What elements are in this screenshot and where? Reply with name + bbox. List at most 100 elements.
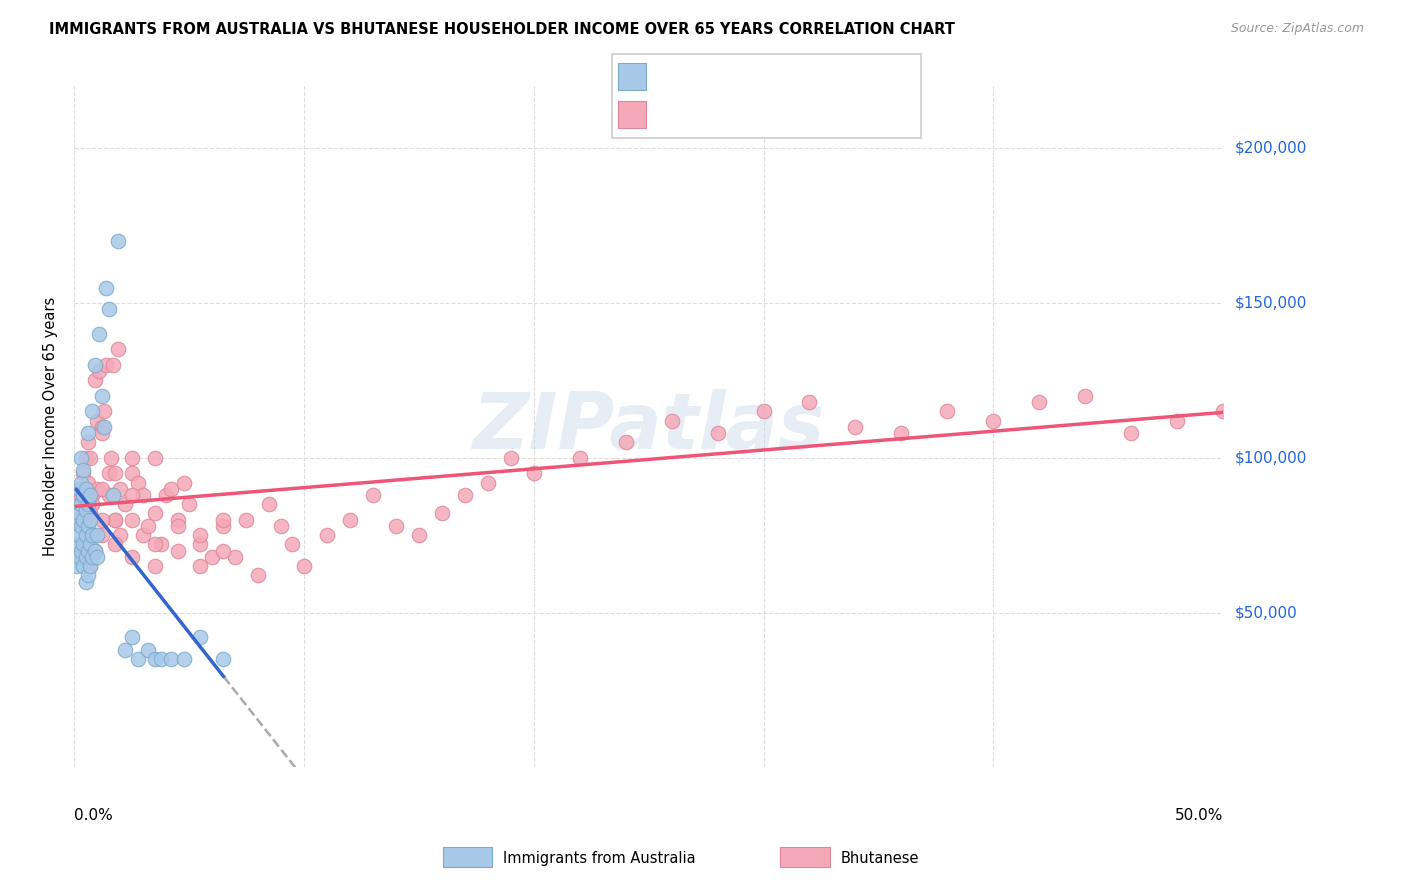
Text: IMMIGRANTS FROM AUSTRALIA VS BHUTANESE HOUSEHOLDER INCOME OVER 65 YEARS CORRELAT: IMMIGRANTS FROM AUSTRALIA VS BHUTANESE H…: [49, 22, 955, 37]
Point: [101, 358, 124, 372]
Point: [1074, 389, 1097, 403]
Text: Bhutanese: Bhutanese: [841, 851, 920, 865]
Text: R =: R =: [654, 69, 682, 84]
Point: [86, 528, 108, 542]
Point: [70, 497, 93, 511]
Point: [107, 343, 129, 357]
Point: [70, 488, 93, 502]
Point: [65, 559, 87, 574]
Point: [79, 513, 101, 527]
Point: [93, 419, 115, 434]
Text: $50,000: $50,000: [1234, 605, 1296, 620]
Point: [108, 482, 131, 496]
Point: [114, 642, 136, 657]
Point: [212, 652, 235, 666]
Point: [93, 404, 115, 418]
Point: [136, 642, 159, 657]
Point: [201, 549, 224, 564]
Point: [212, 519, 235, 533]
Point: [132, 488, 155, 502]
Point: [121, 488, 143, 502]
Text: Source: ZipAtlas.com: Source: ZipAtlas.com: [1230, 22, 1364, 36]
Point: [454, 488, 477, 502]
Point: [568, 450, 591, 465]
Point: [1121, 425, 1143, 440]
Point: [65, 537, 87, 551]
Point: [65, 513, 87, 527]
Point: [79, 450, 101, 465]
Point: [97, 302, 120, 317]
Point: [936, 404, 959, 418]
Point: [499, 450, 522, 465]
Point: [121, 630, 143, 644]
Text: ZIPatlas: ZIPatlas: [472, 389, 825, 465]
Text: 0.0%: 0.0%: [75, 808, 112, 823]
Point: [706, 425, 728, 440]
Point: [72, 513, 94, 527]
Point: [72, 467, 94, 481]
Point: [75, 450, 97, 465]
Point: [77, 497, 100, 511]
Point: [72, 513, 94, 527]
Point: [82, 549, 104, 564]
Point: [159, 652, 181, 666]
Point: [82, 549, 104, 564]
Y-axis label: Householder Income Over 65 years: Householder Income Over 65 years: [44, 297, 58, 557]
Point: [121, 549, 143, 564]
Point: [75, 549, 97, 564]
Text: 0.086: 0.086: [700, 69, 745, 84]
Point: [77, 425, 100, 440]
Point: [86, 549, 108, 564]
Point: [246, 568, 269, 582]
Text: $100,000: $100,000: [1234, 450, 1306, 466]
Point: [77, 435, 100, 450]
Point: [1166, 414, 1188, 428]
Point: [385, 519, 408, 533]
Point: [70, 482, 93, 496]
Point: [67, 528, 90, 542]
Point: [96, 358, 118, 372]
Point: [190, 630, 212, 644]
Point: [890, 425, 912, 440]
Point: [82, 488, 104, 502]
Point: [121, 513, 143, 527]
Point: [79, 507, 101, 521]
Point: [132, 528, 155, 542]
Point: [90, 425, 112, 440]
Point: [86, 482, 108, 496]
Point: [96, 280, 118, 294]
Point: [136, 519, 159, 533]
Point: [1028, 395, 1050, 409]
Point: [75, 503, 97, 517]
Point: [82, 404, 104, 418]
Point: [127, 652, 149, 666]
Point: [173, 652, 195, 666]
Point: [75, 528, 97, 542]
Point: [79, 559, 101, 574]
Point: [67, 497, 90, 511]
Point: [983, 414, 1005, 428]
Point: [72, 463, 94, 477]
Point: [70, 543, 93, 558]
Point: [408, 528, 430, 542]
Point: [75, 574, 97, 589]
Point: [143, 450, 166, 465]
Point: [104, 513, 127, 527]
Point: [72, 537, 94, 551]
Point: [89, 364, 111, 378]
Text: $200,000: $200,000: [1234, 141, 1306, 156]
Point: [82, 528, 104, 542]
Point: [150, 652, 173, 666]
Point: [155, 488, 177, 502]
Point: [70, 549, 93, 564]
Point: [77, 543, 100, 558]
Point: [70, 519, 93, 533]
Text: 50.0%: 50.0%: [1175, 808, 1223, 823]
Point: [83, 543, 105, 558]
Point: [143, 537, 166, 551]
Point: [75, 537, 97, 551]
FancyBboxPatch shape: [612, 54, 921, 138]
Point: [104, 513, 127, 527]
Point: [65, 513, 87, 527]
Point: [79, 559, 101, 574]
